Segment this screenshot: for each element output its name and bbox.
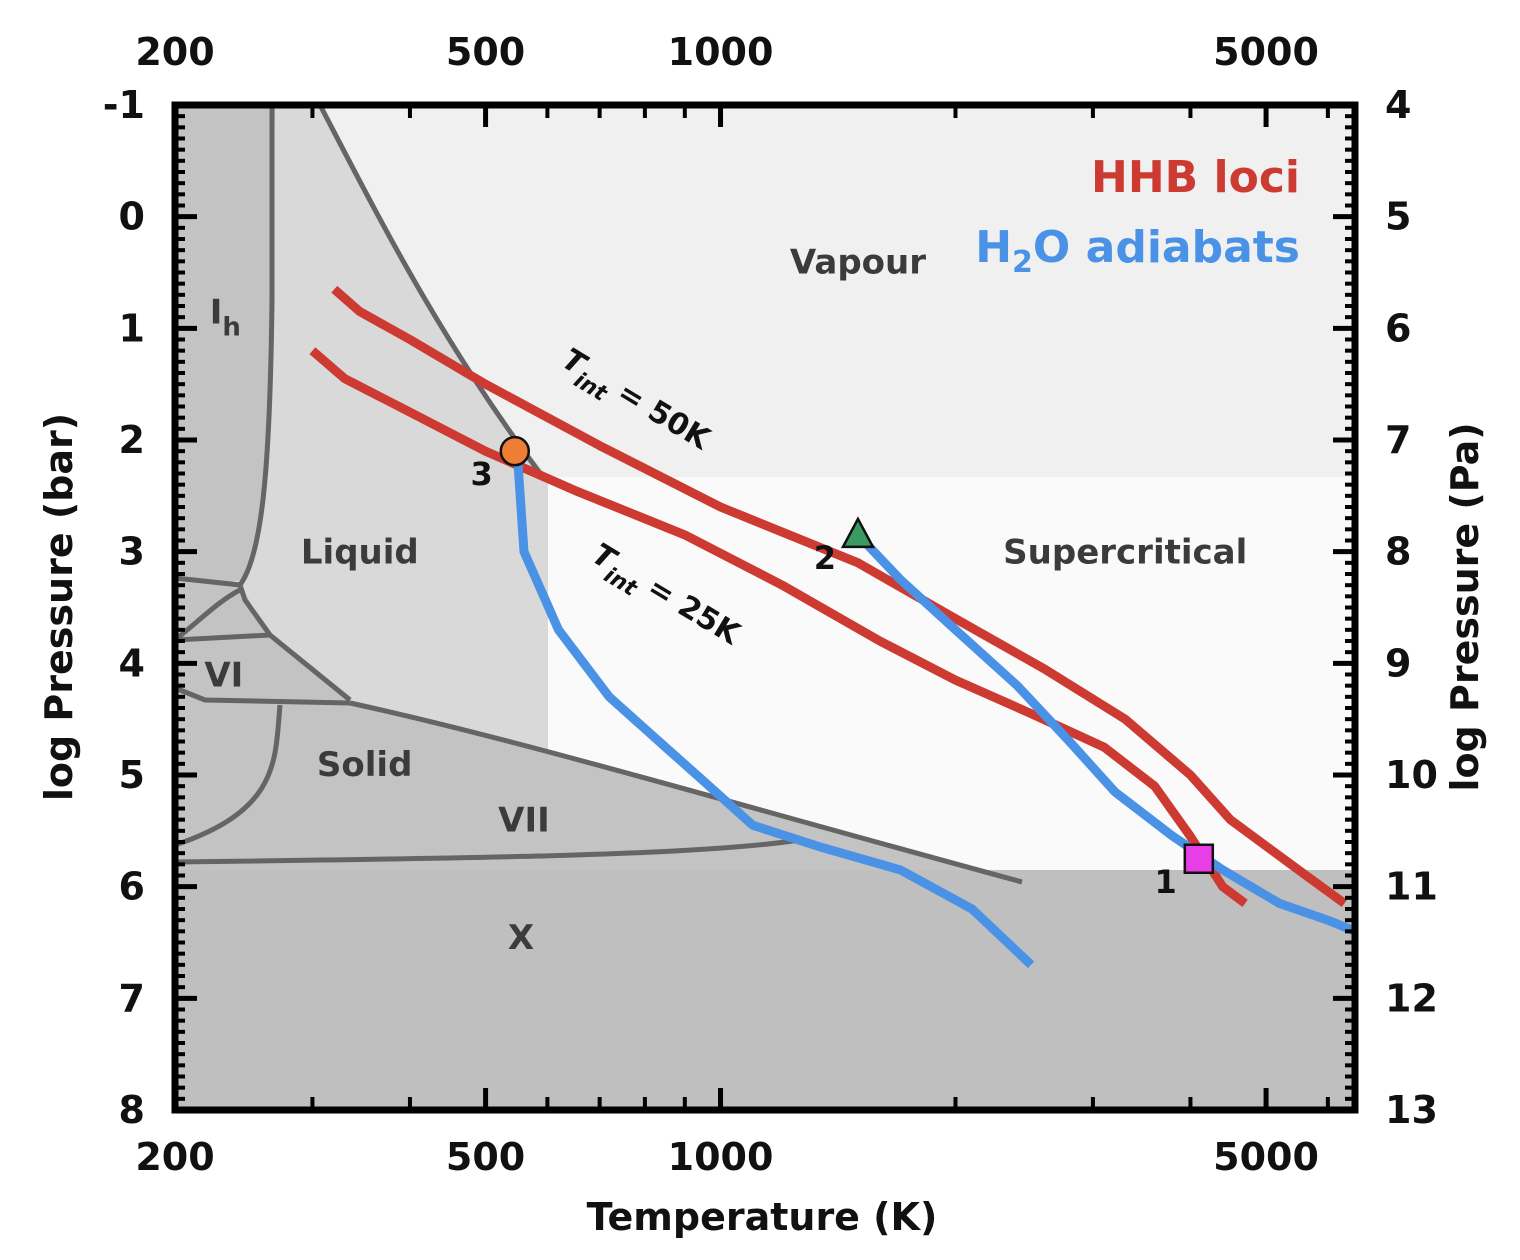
x-tick-label-bottom: 1000 — [668, 1135, 774, 1179]
legend-hhb-loci: HHB loci — [1091, 152, 1300, 203]
y-tick-label-right: 5 — [1385, 195, 1411, 239]
y-tick-label-right: 4 — [1385, 83, 1411, 127]
x-tick-label-bottom: 200 — [135, 1135, 214, 1179]
y-tick-label-left: -1 — [103, 83, 145, 127]
solid-region — [175, 105, 1020, 883]
region-label-ice-ih: Ih — [210, 293, 241, 343]
x-tick-label-top: 1000 — [668, 30, 774, 74]
y-tick-label-right: 8 — [1385, 530, 1411, 574]
ice-boundary-b — [175, 587, 242, 642]
region-label-ice-vi: VI — [204, 656, 243, 696]
marker-3 — [499, 435, 531, 467]
ice-vi-vii-boundary — [175, 704, 283, 848]
y-tick-label-right: 7 — [1385, 418, 1411, 462]
region-label-supercritical: Supercritical — [1003, 533, 1247, 573]
x-tick-label-top: 5000 — [1213, 30, 1319, 74]
region-label-ice-vii: VII — [498, 801, 550, 841]
y-tick-label-right: 6 — [1385, 306, 1411, 350]
y-tick-label-right: 12 — [1385, 976, 1438, 1020]
x-tick-label-bottom: 5000 — [1213, 1135, 1319, 1179]
y-tick-label-left: 7 — [119, 976, 145, 1020]
y-tick-label-left: 2 — [119, 418, 145, 462]
tick-labels: 200 200 500 500 1000 1000 5000 5000 -1 4 0 5 1 6 2 7 3 8 4… — [103, 30, 1438, 1179]
x-tick-label-top: 200 — [135, 30, 214, 74]
x-axis-title: Temperature (K) — [587, 1195, 938, 1239]
region-label-solid: Solid — [317, 745, 413, 785]
legend: HHB loci H2O adiabats — [975, 152, 1300, 280]
markers-layer — [499, 435, 1215, 874]
marker-2 — [840, 516, 876, 549]
marker-label-2: 2 — [814, 539, 836, 577]
y-tick-label-right: 9 — [1385, 641, 1411, 685]
y-tick-label-left: 8 — [119, 1088, 145, 1132]
phase-boundaries — [175, 105, 1023, 885]
region-label-ice-x: X — [508, 918, 534, 958]
y-tick-label-left: 4 — [119, 641, 145, 685]
y-tick-label-right: 10 — [1385, 753, 1438, 797]
legend-h2o-adiabats: H2O adiabats — [975, 222, 1300, 280]
ice-x-region-right — [1020, 883, 1355, 1110]
y-axis-title: log Pressure (bar) — [37, 413, 81, 801]
series-line-2 — [513, 461, 1035, 969]
phase-regions — [175, 105, 1355, 1110]
marker-label-1: 1 — [1155, 863, 1177, 901]
vapour-liquid-boundary — [317, 105, 548, 482]
series-line-3 — [854, 531, 1355, 936]
y-tick-label-left: 0 — [119, 195, 145, 239]
x-tick-label-top: 500 — [446, 30, 525, 74]
ih-boundary — [237, 105, 275, 587]
y-tick-label-right: 11 — [1385, 865, 1438, 909]
y-tick-label-left: 5 — [119, 753, 145, 797]
ice-vii-boundary — [349, 700, 1023, 885]
ice-boundary-a — [175, 575, 273, 637]
x-tick-label-bottom: 500 — [446, 1135, 525, 1179]
y-tick-label-left: 3 — [119, 530, 145, 574]
region-label-vapour: Vapour — [790, 242, 926, 282]
y-tick-label-right: 13 — [1385, 1088, 1438, 1132]
series-line-1 — [309, 347, 1248, 908]
ice-vi-boundary — [175, 685, 351, 706]
region-labels: Vapour Liquid Supercritical Solid Ih VI VII X — [204, 242, 1247, 958]
series-layer — [309, 285, 1355, 969]
y-tick-label-left: 1 — [119, 306, 145, 350]
region-label-liquid: Liquid — [301, 533, 419, 573]
ice-boundary-c — [175, 632, 352, 702]
axis-ticks — [172, 102, 1355, 1113]
y2-axis-title: log Pressure (Pa) — [1443, 422, 1487, 791]
marker-1 — [1183, 843, 1215, 874]
ice-x-boundary — [175, 837, 801, 865]
marker-label-3: 3 — [471, 455, 493, 493]
y-tick-label-left: 6 — [119, 865, 145, 909]
